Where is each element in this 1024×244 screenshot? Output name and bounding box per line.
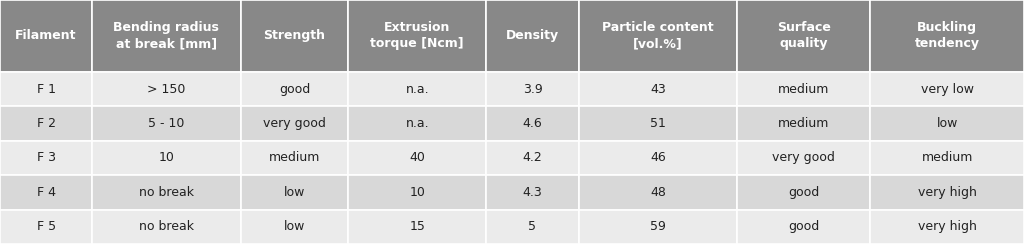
Bar (241, 72, 348, 106)
Text: medium: medium (778, 83, 829, 96)
Text: F 4: F 4 (37, 186, 55, 199)
Text: 15: 15 (410, 220, 425, 233)
Text: 4.6: 4.6 (522, 117, 543, 130)
Bar (92, 72, 241, 106)
Bar (486, 106, 579, 141)
Bar (241, 106, 348, 141)
Text: Extrusion
torque [Ncm]: Extrusion torque [Ncm] (371, 21, 464, 51)
Bar (92, 175, 241, 210)
Bar (348, 106, 486, 141)
Bar (92, 106, 241, 141)
Text: 4.2: 4.2 (522, 152, 543, 164)
Bar (348, 175, 486, 210)
Text: very low: very low (921, 83, 974, 96)
Bar (579, 0, 737, 72)
Text: 3.9: 3.9 (522, 83, 543, 96)
Bar (870, 72, 1024, 106)
Bar (579, 175, 737, 210)
Bar (486, 0, 579, 72)
Text: 10: 10 (159, 152, 174, 164)
Bar (870, 141, 1024, 175)
Bar (579, 210, 737, 244)
Bar (0, 72, 92, 106)
Text: Filament: Filament (15, 30, 77, 42)
Bar (0, 175, 92, 210)
Text: very good: very good (263, 117, 326, 130)
Text: 40: 40 (410, 152, 425, 164)
Text: very high: very high (918, 220, 977, 233)
Text: F 5: F 5 (37, 220, 55, 233)
Text: Particle content
[vol.%]: Particle content [vol.%] (602, 21, 714, 51)
Bar (737, 141, 870, 175)
Text: 46: 46 (650, 152, 666, 164)
Bar (92, 141, 241, 175)
Bar (579, 106, 737, 141)
Text: good: good (279, 83, 310, 96)
Bar (348, 210, 486, 244)
Text: no break: no break (139, 220, 194, 233)
Bar (737, 0, 870, 72)
Bar (241, 175, 348, 210)
Bar (737, 210, 870, 244)
Bar (92, 0, 241, 72)
Text: low: low (284, 186, 305, 199)
Text: good: good (788, 186, 819, 199)
Text: very good: very good (772, 152, 836, 164)
Text: 43: 43 (650, 83, 666, 96)
Text: Density: Density (506, 30, 559, 42)
Text: good: good (788, 220, 819, 233)
Text: F 2: F 2 (37, 117, 55, 130)
Bar (579, 72, 737, 106)
Bar (737, 72, 870, 106)
Text: Surface
quality: Surface quality (777, 21, 830, 51)
Text: no break: no break (139, 186, 194, 199)
Bar (870, 106, 1024, 141)
Bar (92, 210, 241, 244)
Bar (0, 0, 92, 72)
Bar (486, 175, 579, 210)
Bar (0, 210, 92, 244)
Text: 4.3: 4.3 (522, 186, 543, 199)
Bar (486, 72, 579, 106)
Text: medium: medium (778, 117, 829, 130)
Text: medium: medium (922, 152, 973, 164)
Text: 59: 59 (650, 220, 666, 233)
Bar (241, 0, 348, 72)
Bar (737, 106, 870, 141)
Text: 5: 5 (528, 220, 537, 233)
Bar (348, 141, 486, 175)
Text: Buckling
tendency: Buckling tendency (914, 21, 980, 51)
Text: Strength: Strength (263, 30, 326, 42)
Bar (737, 175, 870, 210)
Bar (579, 141, 737, 175)
Bar (486, 141, 579, 175)
Text: > 150: > 150 (147, 83, 185, 96)
Text: n.a.: n.a. (406, 117, 429, 130)
Bar (870, 210, 1024, 244)
Text: n.a.: n.a. (406, 83, 429, 96)
Bar (241, 141, 348, 175)
Text: 48: 48 (650, 186, 666, 199)
Bar (0, 141, 92, 175)
Bar (348, 0, 486, 72)
Text: 5 - 10: 5 - 10 (148, 117, 184, 130)
Text: 51: 51 (650, 117, 666, 130)
Bar (241, 210, 348, 244)
Text: Bending radius
at break [mm]: Bending radius at break [mm] (114, 21, 219, 51)
Bar (0, 106, 92, 141)
Text: F 3: F 3 (37, 152, 55, 164)
Text: low: low (937, 117, 957, 130)
Bar (870, 0, 1024, 72)
Text: medium: medium (268, 152, 321, 164)
Bar (486, 210, 579, 244)
Text: very high: very high (918, 186, 977, 199)
Text: F 1: F 1 (37, 83, 55, 96)
Bar (348, 72, 486, 106)
Bar (870, 175, 1024, 210)
Text: 10: 10 (410, 186, 425, 199)
Text: low: low (284, 220, 305, 233)
